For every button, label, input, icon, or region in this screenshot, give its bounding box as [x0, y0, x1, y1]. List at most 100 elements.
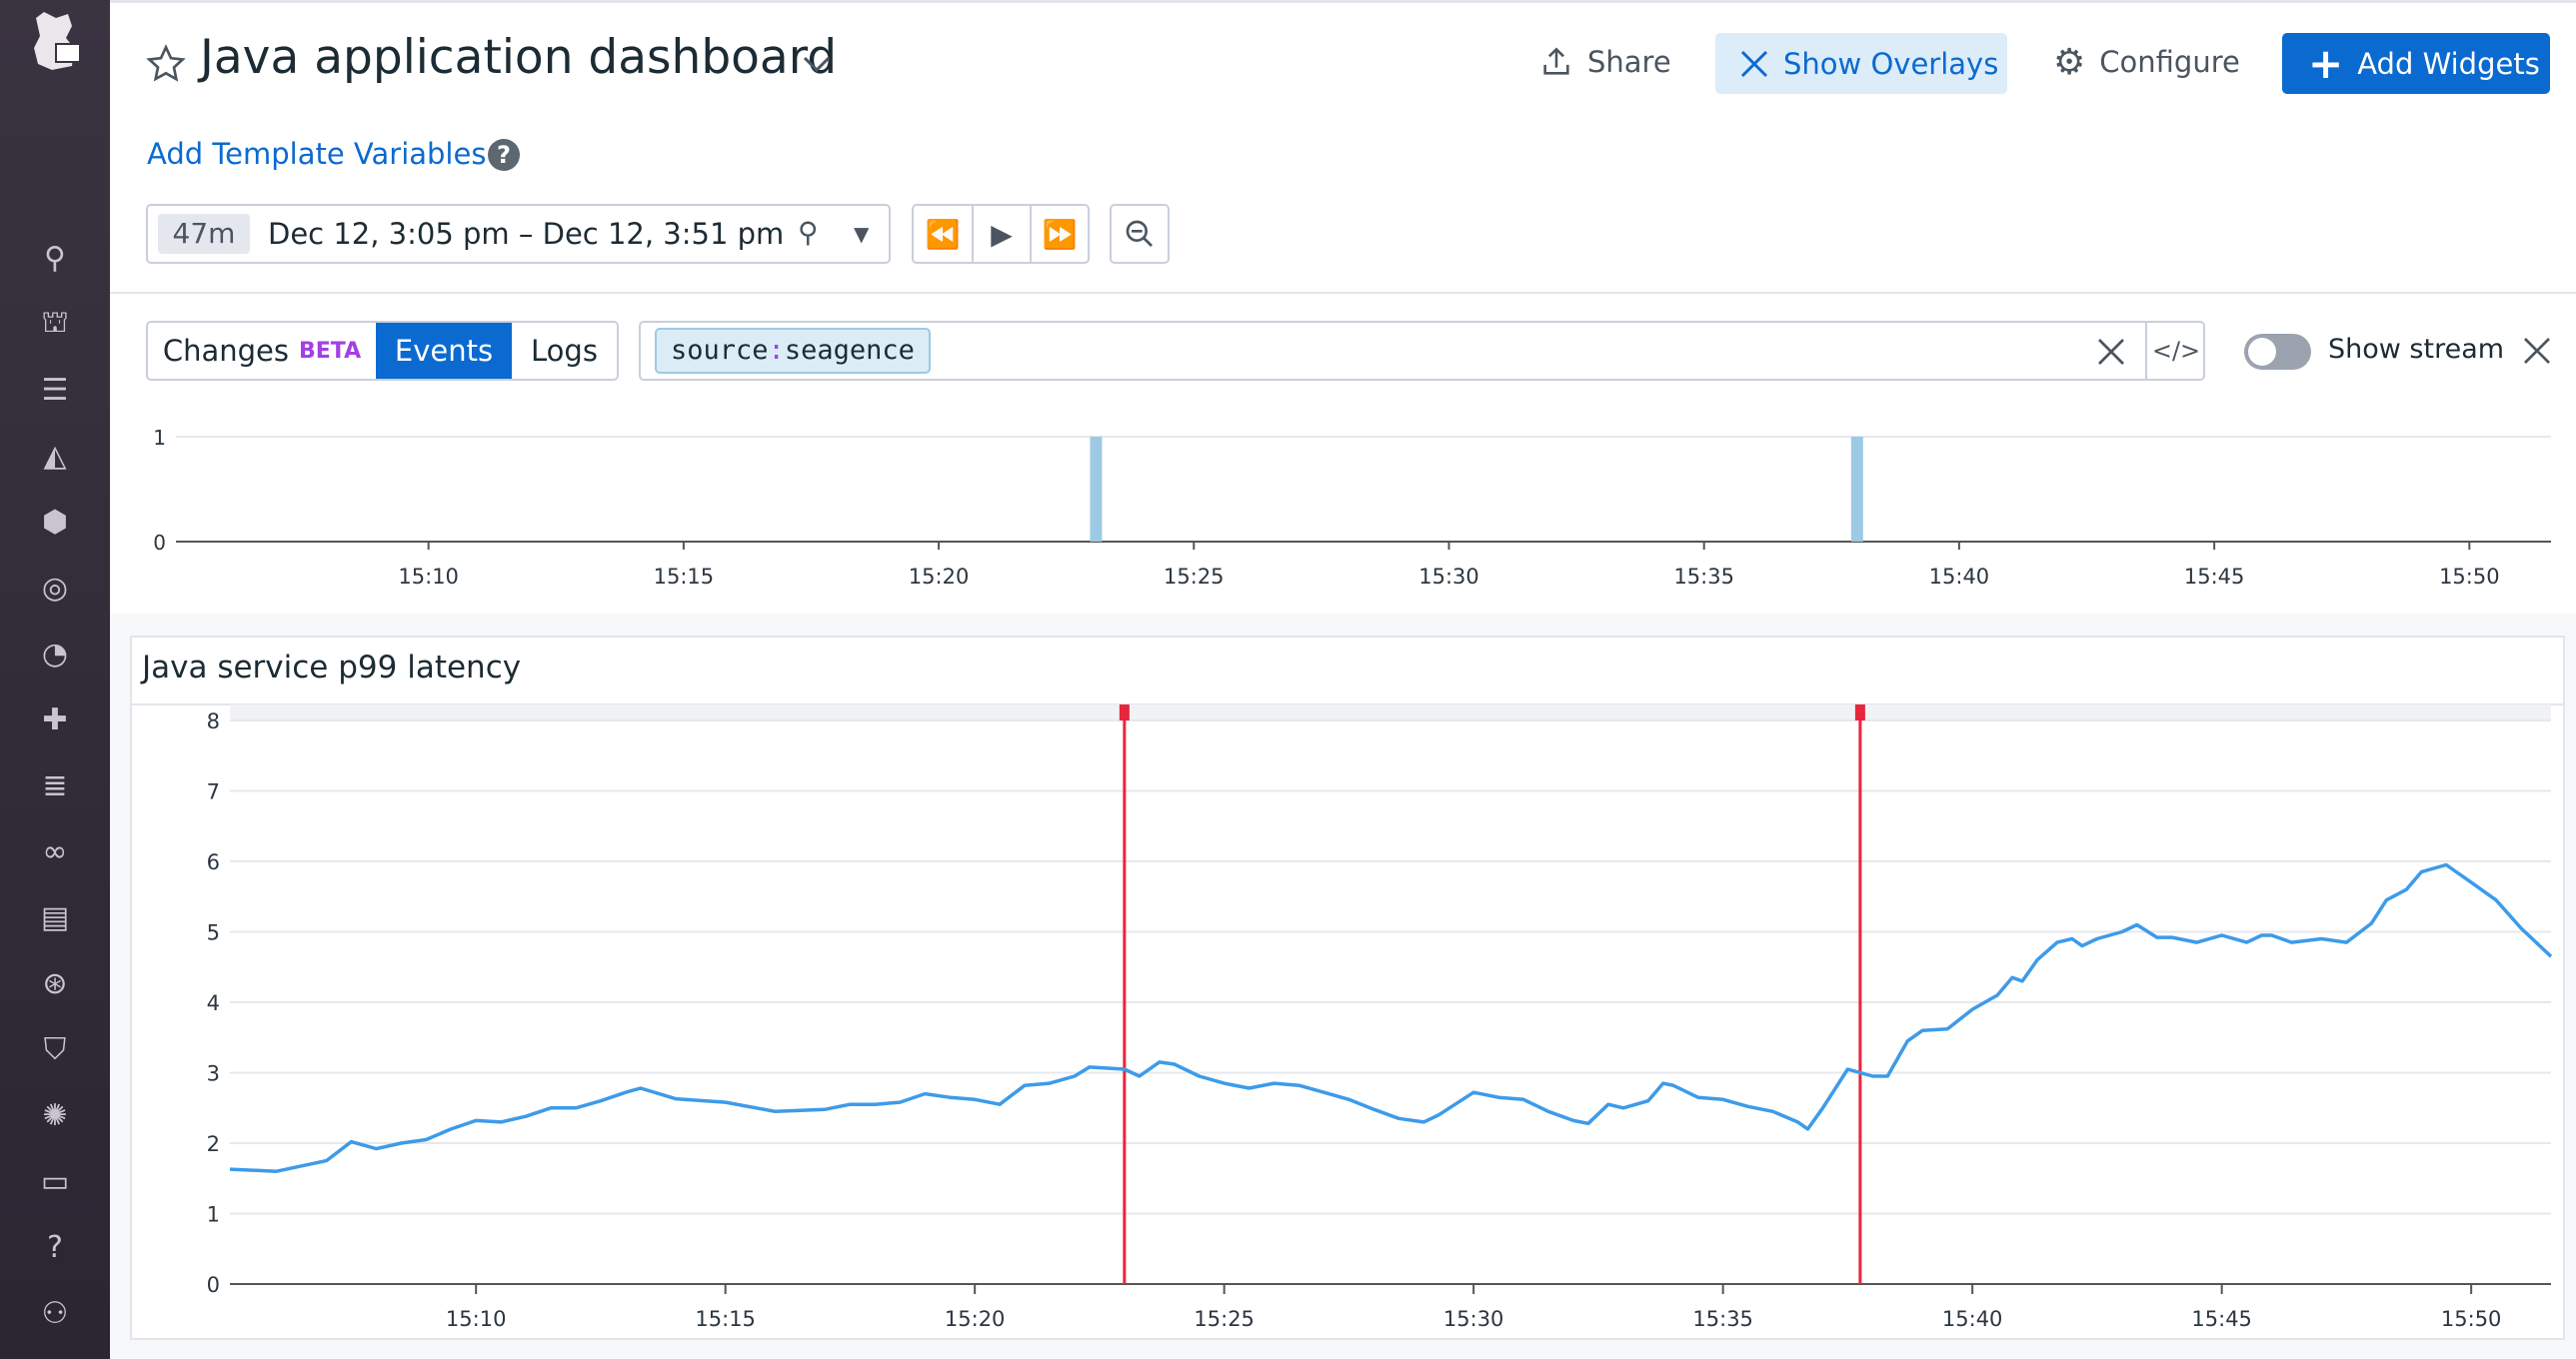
y-tick-label: 7	[207, 780, 220, 804]
query-separator: :	[768, 335, 785, 366]
top-border	[110, 0, 2576, 3]
tab-label: Logs	[531, 334, 598, 368]
event-marker-head	[1119, 704, 1130, 720]
x-tick-label: 15:10	[398, 565, 459, 589]
x-tick-label: 15:25	[1164, 565, 1225, 589]
chevron-down-icon[interactable]	[802, 52, 832, 76]
caret-down-icon[interactable]: ▼	[854, 222, 870, 246]
dashboard-title[interactable]: Java application dashboard	[200, 30, 838, 85]
x-tick-label: 15:50	[2439, 565, 2500, 589]
star-icon[interactable]	[146, 44, 186, 84]
bits-icon[interactable]: ✺	[42, 1097, 68, 1133]
monitors-icon[interactable]: ◎	[41, 570, 69, 606]
x-tick-label: 15:20	[945, 1307, 1006, 1331]
x-tick-label: 15:15	[695, 1307, 756, 1331]
x-tick-label: 15:50	[2441, 1307, 2502, 1331]
tab-logs[interactable]: Logs	[512, 323, 617, 379]
plus-icon: +	[2308, 39, 2344, 88]
share-icon	[1543, 47, 1569, 75]
show-stream-label: Show stream	[2328, 334, 2505, 365]
beta-badge: BETA	[299, 338, 362, 364]
y-tick-label: 1	[153, 426, 166, 450]
logs-icon[interactable]: ≣	[42, 767, 68, 803]
binoculars-icon[interactable]: ⛫	[41, 304, 69, 340]
query-token[interactable]: source:seagence	[655, 328, 931, 374]
show-stream-toggle[interactable]	[2244, 334, 2311, 370]
add-widgets-button[interactable]: + Add Widgets	[2282, 33, 2550, 94]
event-bar	[1850, 437, 1863, 542]
help-icon[interactable]: ?	[488, 139, 520, 171]
show-overlays-button[interactable]: Show Overlays	[1715, 33, 2007, 94]
event-bar	[1090, 437, 1103, 542]
y-tick-label: 8	[207, 709, 220, 733]
tab-events[interactable]: Events	[376, 323, 512, 379]
fast-forward-button[interactable]: ⏩	[1030, 206, 1088, 262]
zoom-out-button[interactable]	[1110, 204, 1170, 264]
y-tick-label: 1	[207, 1203, 220, 1227]
x-tick-label: 15:45	[2191, 1307, 2252, 1331]
x-tick-label: 15:30	[1443, 1307, 1504, 1331]
notebooks-icon[interactable]: ▤	[40, 899, 70, 935]
y-tick-label: 5	[207, 921, 220, 945]
datadog-logo-icon[interactable]	[22, 8, 88, 74]
x-tick-label: 15:40	[1942, 1307, 2003, 1331]
play-icon: ▶	[991, 217, 1013, 251]
close-overlay-icon[interactable]	[2522, 336, 2552, 366]
clear-query-icon[interactable]	[2096, 337, 2126, 367]
rewind-button[interactable]: ⏪	[914, 206, 972, 262]
fast-forward-icon: ⏩	[1042, 217, 1078, 251]
add-template-variables-link[interactable]: Add Template Variables	[147, 137, 487, 171]
team-icon[interactable]: ⚇	[41, 1295, 69, 1331]
chat-icon[interactable]: ▭	[40, 1163, 70, 1199]
tab-label: Events	[394, 334, 494, 368]
time-navigation: ⏪ ▶ ⏩	[912, 204, 1090, 264]
event-stream-chart: 0 1 15:10 15:15 15:20 15:25 15:30 15:35 15:40 15:…	[153, 426, 2551, 589]
dashboard-chart-icon[interactable]: ◭	[43, 438, 67, 474]
latency-line-chart: 0 1 2 3 4 5 6 7 8 15:10 15:15 15:20 15:25 15:30 15:35 1…	[207, 704, 2553, 1331]
watchdog-icon[interactable]: ⊛	[42, 965, 68, 1001]
configure-label: Configure	[2099, 45, 2240, 79]
share-button[interactable]: Share	[1539, 40, 1671, 84]
x-tick-label: 15:10	[446, 1307, 507, 1331]
duration-badge: 47m	[158, 214, 250, 254]
query-key: source	[671, 335, 769, 366]
help-icon[interactable]: ?	[47, 1229, 63, 1265]
x-tick-label: 15:25	[1194, 1307, 1255, 1331]
y-tick-label: 0	[153, 531, 166, 555]
list-icon[interactable]: ☰	[41, 372, 69, 408]
event-query-input[interactable]: source:seagence </>	[639, 321, 2205, 381]
search-icon[interactable]: ⚲	[44, 240, 66, 276]
configure-button[interactable]: ⚙ Configure	[2053, 40, 2240, 84]
synthetics-icon[interactable]: ∞	[42, 833, 68, 869]
divider	[110, 292, 2576, 294]
overlay-tabs: Changes BETA Events Logs	[146, 321, 619, 381]
event-overlay-band	[230, 704, 2551, 720]
event-marker-head	[1854, 704, 1865, 720]
gear-icon: ⚙	[2053, 41, 2086, 83]
infrastructure-icon[interactable]: ⬢	[41, 504, 69, 540]
time-picker[interactable]: 47m Dec 12, 3:05 pm – Dec 12, 3:51 pm ⚲ …	[146, 204, 891, 264]
y-tick-label: 4	[207, 991, 220, 1015]
play-button[interactable]: ▶	[972, 206, 1030, 262]
widget-title: Java service p99 latency	[142, 650, 522, 685]
x-tick-label: 15:40	[1929, 565, 1990, 589]
close-icon	[1740, 50, 1768, 77]
tab-changes[interactable]: Changes BETA	[148, 323, 376, 379]
time-range: Dec 12, 3:05 pm – Dec 12, 3:51 pm	[268, 217, 785, 251]
x-tick-label: 15:15	[654, 565, 715, 589]
latency-series-line	[229, 862, 2553, 1173]
zoom-out-icon	[1126, 220, 1153, 247]
security-icon[interactable]: ⛉	[43, 1031, 67, 1067]
y-tick-label: 2	[207, 1132, 220, 1156]
show-overlays-label: Show Overlays	[1783, 46, 1999, 81]
apm-gauge-icon[interactable]: ◔	[41, 636, 69, 672]
code-view-icon[interactable]: </>	[2145, 323, 2205, 379]
add-widgets-label: Add Widgets	[2357, 46, 2540, 81]
share-label: Share	[1587, 45, 1671, 79]
pin-icon[interactable]: ⚲	[798, 216, 819, 249]
x-tick-label: 15:30	[1418, 565, 1479, 589]
y-tick-label: 6	[207, 850, 220, 874]
query-value: seagence	[784, 335, 915, 366]
x-tick-label: 15:35	[1673, 565, 1734, 589]
integrations-icon[interactable]: ✚	[42, 701, 68, 737]
